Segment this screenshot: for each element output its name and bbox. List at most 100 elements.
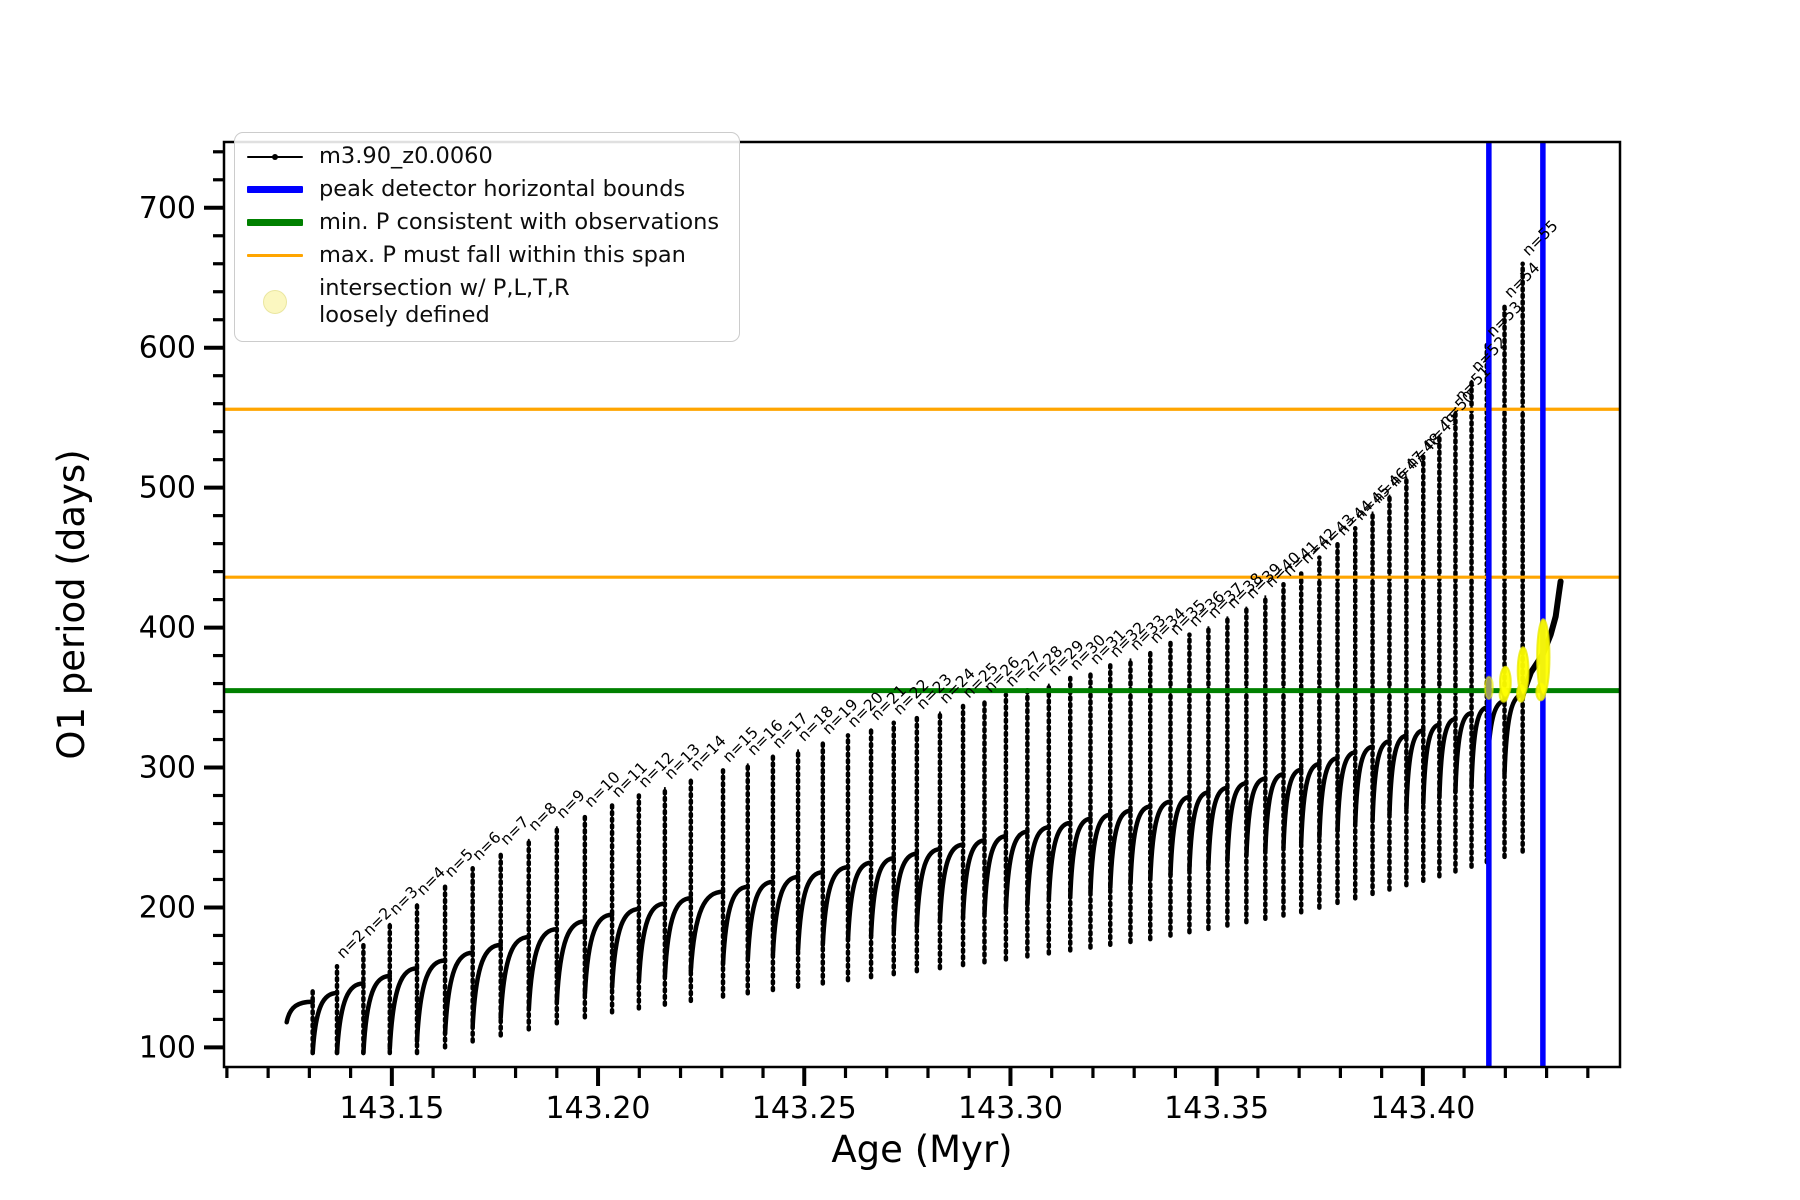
series-fin [1352,744,1375,828]
series-fin [1317,755,1340,840]
legend-item: peak detector horizontal bounds [247,176,719,203]
series-fin [1168,794,1192,877]
series-fin [982,833,1009,916]
series-fin [387,966,420,1052]
y-tick-label: 400 [139,611,196,646]
series-fin [891,851,920,934]
series-fin [937,842,966,925]
series-fin [1404,728,1426,811]
intersection-marker [1499,665,1512,699]
x-tick-label: 143.20 [546,1091,651,1126]
series-fin [820,864,851,948]
legend-line-icon [247,153,303,160]
series-fin [688,889,726,974]
series-fin [720,884,751,967]
y-tick-label: 500 [139,471,196,506]
legend-dot-marker [272,153,278,160]
series-fin [310,990,340,1056]
series-fin [554,919,588,1005]
series-fin [1128,804,1153,886]
legend-item: min. P consistent with observations [247,209,719,236]
series-fin [1370,739,1392,822]
legend-item-label: intersection w/ P,L,T,R loosely defined [319,275,570,328]
series-fin [470,942,503,1028]
x-tick-label: 143.25 [752,1091,857,1126]
series-fin [414,958,448,1044]
series-fin [745,879,776,962]
intersection-marker [1536,618,1551,696]
intersection-marker-icon [263,290,287,314]
series-fin [636,901,668,985]
intersection-markers [1483,618,1551,703]
series-fin [914,846,943,929]
series-fin [1437,716,1458,800]
legend-line-sample [247,219,303,226]
y-tick-label: 200 [139,890,196,925]
series-fin [1421,722,1442,806]
legend-item-label: min. P consistent with observations [319,209,720,235]
series-fin [1003,829,1030,912]
series-fin [845,860,874,943]
series-fin [526,927,560,1013]
legend-line-icon [247,186,303,193]
series-fin [770,874,801,957]
legend-item-label: m3.90_z0.0060 [319,143,493,169]
series-fin [1453,711,1474,795]
series-fin [960,838,987,920]
y-tick-label: 100 [139,1030,196,1065]
series-fin [1225,781,1249,863]
legend-item: intersection w/ P,L,T,R loosely defined [247,275,719,329]
series-fin [795,869,826,953]
y-tick-label: 600 [139,331,196,366]
series-fin [361,973,393,1056]
series-fin [284,999,315,1025]
series-fin [1108,808,1133,890]
series-fin [1263,772,1286,854]
intersection-marker [1516,646,1530,696]
series-fin [662,895,694,979]
series-fin [1187,790,1211,873]
series-fin [1025,825,1052,907]
series-fin [1335,750,1358,834]
series-m3.90_z0.0060 [284,261,1564,1056]
x-tick-label: 143.40 [1370,1091,1475,1126]
series-fin [1387,733,1409,817]
series-fin [609,906,642,990]
axes-spines [222,140,1622,1069]
series-fin [334,981,366,1056]
series-fin [1088,812,1113,894]
series-fin [1281,767,1304,850]
series-fin [442,950,475,1036]
series-fin [1068,816,1093,899]
series-fin [1469,705,1490,789]
legend-item-label: max. P must fall within this span [319,242,686,268]
series-tail [1519,578,1564,698]
legend-line-icon [247,253,303,258]
legend-item: m3.90_z0.0060 [247,143,719,170]
series-fin [498,934,532,1020]
axis-ticks [204,150,1590,1086]
legend-line-icon [247,219,303,226]
series-fin [868,856,897,938]
legend-item: max. P must fall within this span [247,242,719,269]
x-axis-label: Age (Myr) [831,1128,1012,1171]
legend-item-label: peak detector horizontal bounds [319,176,686,202]
x-tick-label: 143.30 [958,1091,1063,1126]
x-tick-label: 143.15 [339,1091,444,1126]
series-fin [1206,785,1230,868]
series-fin [582,912,615,997]
series-fin [1046,820,1073,903]
legend-marker-icon [247,290,303,314]
y-tick-label: 700 [139,191,196,226]
intersection-marker [1483,675,1495,700]
y-tick-label: 300 [139,751,196,786]
legend-line-sample [247,186,303,193]
x-tick-label: 143.35 [1164,1091,1269,1126]
legend-line-sample [247,253,303,258]
series-fin [1148,799,1173,882]
series-fin [1244,776,1268,859]
series-fin [1298,761,1322,845]
